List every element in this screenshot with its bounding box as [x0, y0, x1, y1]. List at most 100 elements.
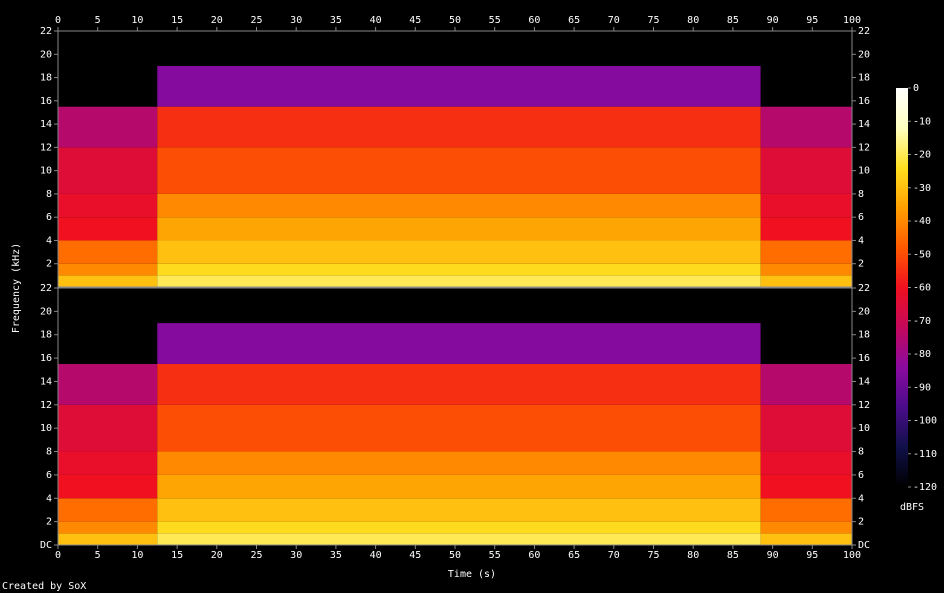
- y-tick-label: 6: [46, 212, 52, 223]
- spectrogram-cell: [58, 65, 158, 107]
- colorbar-tick-label: -70: [913, 316, 931, 327]
- x-tick-label-top: 50: [449, 15, 461, 26]
- colorbar-tick-label: -30: [913, 183, 931, 194]
- x-tick-label: 95: [806, 550, 818, 561]
- spectrogram-cell: [760, 521, 852, 534]
- x-tick-label: 100: [843, 550, 861, 561]
- x-tick-label: 20: [211, 550, 223, 561]
- spectrogram-cell: [58, 193, 158, 218]
- colorbar-tick-label: 0: [913, 83, 919, 94]
- x-tick-label-top: 70: [608, 15, 620, 26]
- spectrogram-cell: [760, 474, 852, 499]
- x-tick-label-top: 90: [767, 15, 779, 26]
- spectrogram-cell: [157, 263, 761, 276]
- x-tick-label-top: 45: [409, 15, 421, 26]
- x-tick-label-top: 80: [687, 15, 699, 26]
- x-tick-label: 0: [55, 550, 61, 561]
- spectrogram-cell: [760, 404, 852, 452]
- y-tick-label: 6: [46, 470, 52, 481]
- y-tick-label: 2: [46, 259, 52, 270]
- y-tick-label-right: 8: [858, 447, 864, 458]
- spectrogram-cell: [760, 263, 852, 276]
- x-tick-label: 10: [131, 550, 143, 561]
- x-tick-label: 60: [528, 550, 540, 561]
- x-tick-label: 35: [330, 550, 342, 561]
- colorbar-tick-label: -40: [913, 216, 931, 227]
- x-tick-label-top: 55: [489, 15, 501, 26]
- y-tick-label-right: 6: [858, 470, 864, 481]
- x-tick-label: 15: [171, 550, 183, 561]
- x-tick-label: 5: [95, 550, 101, 561]
- spectrogram-cell: [760, 65, 852, 107]
- colorbar-tick-label: -10: [913, 116, 931, 127]
- spectrogram-cell: [58, 323, 158, 364]
- x-tick-label: 30: [290, 550, 302, 561]
- spectrogram-cell: [760, 240, 852, 264]
- x-tick-label: 70: [608, 550, 620, 561]
- x-tick-label-top: 65: [568, 15, 580, 26]
- x-tick-label-top: 20: [211, 15, 223, 26]
- colorbar-tick-label: -60: [913, 283, 931, 294]
- spectrogram-cell: [760, 31, 852, 66]
- x-tick-label: 45: [409, 550, 421, 561]
- x-tick-label-top: 35: [330, 15, 342, 26]
- colorbar-tick-label: -50: [913, 249, 931, 260]
- y-tick-label: 18: [40, 73, 52, 84]
- y-tick-label-right: 22: [858, 283, 870, 294]
- spectrogram-cell: [58, 404, 158, 452]
- x-tick-label-top: 0: [55, 15, 61, 26]
- colorbar-tick-label: -80: [913, 349, 931, 360]
- y-tick-label: 16: [40, 96, 52, 107]
- y-tick-label: 12: [40, 400, 52, 411]
- spectrogram-cell: [157, 240, 761, 264]
- spectrogram-cell: [760, 193, 852, 218]
- y-tick-label: 10: [40, 166, 52, 177]
- y-tick-label-right: 14: [858, 119, 870, 130]
- spectrogram-cell: [157, 474, 761, 499]
- x-axis-label: Time (s): [448, 569, 496, 580]
- spectrogram-cell: [157, 193, 761, 218]
- y-tick-label-right: 20: [858, 49, 870, 60]
- colorbar-tick-label: -120: [913, 482, 937, 493]
- colorbar-tick-label: -20: [913, 150, 931, 161]
- y-axis-label: Frequency (kHz): [11, 243, 22, 333]
- y-tick-label-right: 2: [858, 517, 864, 528]
- spectrogram-cell: [760, 323, 852, 364]
- y-tick-label-right: 12: [858, 400, 870, 411]
- y-tick-label: 14: [40, 376, 52, 387]
- spectrogram-cell: [157, 31, 761, 66]
- y-tick-label-right: 4: [858, 235, 864, 246]
- spectrogram-cell: [157, 106, 761, 148]
- x-tick-label-top: 5: [95, 15, 101, 26]
- spectrogram-cell: [760, 217, 852, 241]
- y-tick-label: 4: [46, 235, 52, 246]
- credit: Created by SoX: [2, 581, 86, 592]
- y-tick-label-right: 18: [858, 330, 870, 341]
- y-tick-label-right: 2: [858, 259, 864, 270]
- spectrogram-cell: [58, 451, 158, 475]
- x-tick-label: 80: [687, 550, 699, 561]
- y-tick-label-right: 10: [858, 166, 870, 177]
- spectrogram-cell: [58, 106, 158, 148]
- y-tick-label: 8: [46, 189, 52, 200]
- x-tick-label: 75: [647, 550, 659, 561]
- x-tick-label-top: 40: [370, 15, 382, 26]
- y-tick-label: 12: [40, 142, 52, 153]
- y-tick-label: 20: [40, 306, 52, 317]
- x-tick-label: 85: [727, 550, 739, 561]
- y-tick-label: 16: [40, 353, 52, 364]
- y-tick-label-right: DC: [858, 540, 870, 551]
- spectrogram-cell: [58, 533, 158, 545]
- x-tick-label: 90: [767, 550, 779, 561]
- spectrogram-cell: [58, 498, 158, 522]
- spectrogram-cell: [157, 521, 761, 534]
- y-tick-label: 22: [40, 283, 52, 294]
- spectrogram-cell: [760, 288, 852, 324]
- x-tick-label: 25: [250, 550, 262, 561]
- spectrogram-cell: [157, 404, 761, 452]
- spectrogram-cell: [157, 533, 761, 545]
- y-tick-label-right: 16: [858, 96, 870, 107]
- x-tick-label-top: 85: [727, 15, 739, 26]
- spectrogram-cell: [157, 288, 761, 324]
